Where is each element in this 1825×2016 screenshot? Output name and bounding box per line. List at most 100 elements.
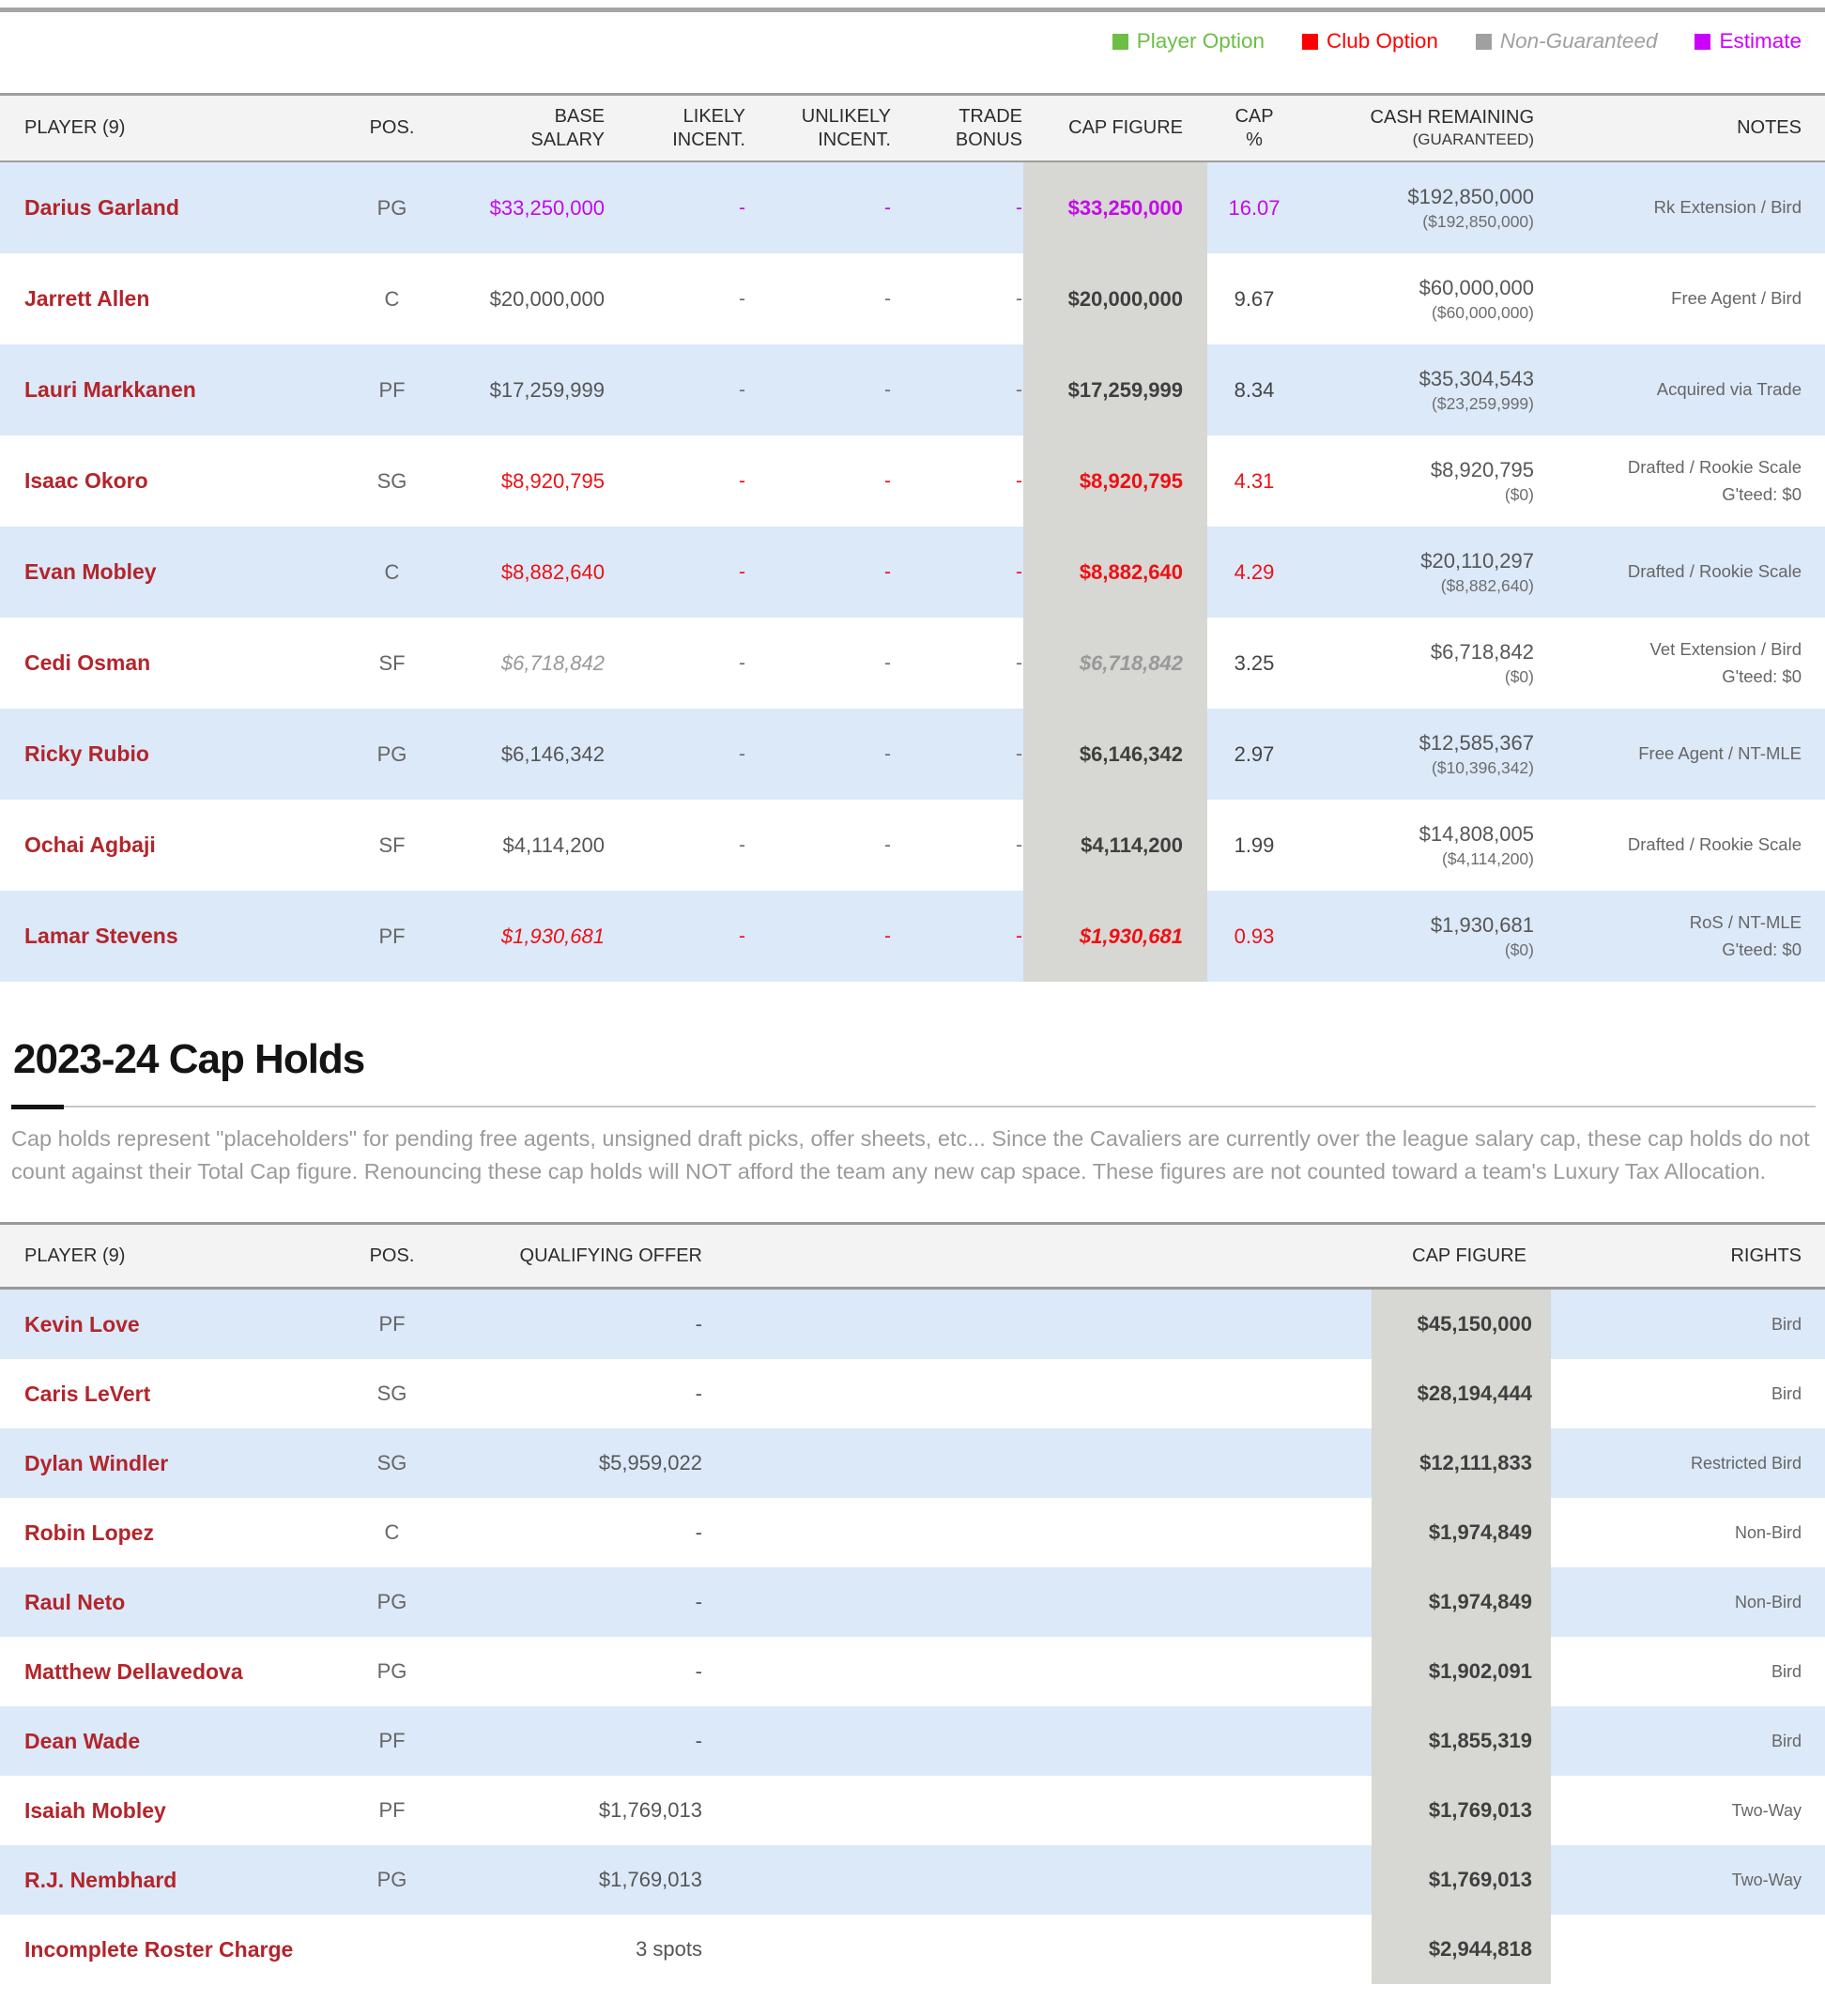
player-name-link[interactable]: Caris LeVert	[24, 1381, 151, 1406]
cap-holds-row: Raul Neto PG - $1,974,849 Non-Bird	[0, 1567, 1825, 1637]
rights-value: Restricted Bird	[1551, 1428, 1825, 1498]
cap-holds-section-header: 2023-24 Cap Holds	[11, 1036, 1816, 1109]
header-trade-bonus: TRADE BONUS	[892, 94, 1023, 161]
player-name-link[interactable]: Ochai Agbaji	[24, 832, 156, 857]
base-salary-value: $6,718,842	[500, 650, 605, 675]
header-position: POS.	[338, 1223, 446, 1289]
trade-bonus-value: -	[892, 344, 1023, 435]
legend-item-club-option: Club Option	[1302, 29, 1438, 53]
legend-label: Non-Guaranteed	[1499, 29, 1658, 53]
notes-value: Vet Extension / Bird G'teed: $0	[1649, 638, 1802, 686]
player-name-link[interactable]: Jarrett Allen	[24, 286, 150, 311]
header-spacer	[713, 1223, 1372, 1289]
player-name-link[interactable]: Kevin Love	[0, 1288, 338, 1359]
rights-value: Non-Bird	[1551, 1567, 1825, 1637]
rights-value: Non-Bird	[1734, 1522, 1802, 1542]
cap-figure-value: $1,902,091	[1372, 1637, 1551, 1706]
trade-bonus-value: -	[1016, 833, 1022, 856]
unlikely-incentives-value: -	[884, 651, 891, 674]
player-position: C	[384, 286, 400, 311]
cap-holds-row: Matthew Dellavedova PG - $1,902,091 Bird	[0, 1637, 1825, 1706]
player-name-link[interactable]: Dylan Windler	[0, 1428, 338, 1498]
cap-figure-value: $1,930,681	[1023, 891, 1207, 982]
player-name-link[interactable]: Lauri Markkanen	[0, 344, 338, 435]
cap-holds-row: Dylan Windler SG $5,959,022 $12,111,833 …	[0, 1428, 1825, 1498]
estimate-swatch-icon	[1695, 33, 1711, 50]
cap-figure-value: $17,259,999	[1023, 344, 1207, 435]
qualifying-offer-value: 3 spots	[636, 1937, 702, 1961]
rights-value: Two-Way	[1551, 1845, 1825, 1915]
notes-value: Rk Extension / Bird	[1558, 161, 1825, 253]
cap-holds-title: 2023-24 Cap Holds	[13, 1036, 365, 1082]
non-guaranteed-swatch-icon	[1475, 33, 1492, 50]
player-name-link[interactable]: Ricky Rubio	[0, 709, 338, 800]
cash-remaining-value: $12,585,367 ($10,396,342)	[1301, 709, 1558, 800]
player-name-link[interactable]: Raul Neto	[0, 1567, 338, 1637]
player-name-link[interactable]: Darius Garland	[0, 161, 338, 253]
cap-figure-value: $45,150,000	[1372, 1288, 1551, 1359]
player-name-link[interactable]: Isaiah Mobley	[24, 1797, 166, 1823]
rights-value	[1551, 1915, 1825, 1984]
player-name-link[interactable]: Robin Lopez	[24, 1520, 154, 1545]
salary-table-row: Lamar Stevens PF $1,930,681 - - - $1,930…	[0, 891, 1825, 982]
header-qualifying-offer: QUALIFYING OFFER	[446, 1223, 713, 1289]
likely-incentives-value: -	[739, 469, 745, 492]
cap-percent-value: 4.29	[1207, 527, 1301, 618]
cap-figure-value: $28,194,444	[1372, 1359, 1551, 1428]
player-position: C	[338, 527, 446, 618]
row-spacer	[713, 1706, 1372, 1776]
cap-figure-value: $1,974,849	[1372, 1567, 1551, 1637]
player-name-link[interactable]: R.J. Nembhard	[0, 1845, 338, 1915]
row-spacer	[713, 1915, 1372, 1984]
cap-figure-value: $33,250,000	[1023, 161, 1207, 253]
cap-figure-value: $6,146,342	[1023, 709, 1207, 800]
unlikely-incentives-value: -	[884, 287, 891, 310]
player-position: SG	[376, 1382, 407, 1405]
cash-remaining-value: $60,000,000 ($60,000,000)	[1419, 276, 1534, 322]
cap-percent-value: 8.34	[1207, 344, 1301, 435]
cap-figure-value: $8,920,795	[1023, 435, 1207, 527]
row-spacer	[713, 1637, 1372, 1706]
header-player: PLAYER (9)	[0, 94, 338, 161]
header-unlikely-incentives: UNLIKELY INCENT.	[746, 94, 892, 161]
trade-bonus-value: -	[1016, 651, 1022, 674]
cap-percent-value: 4.31	[1234, 468, 1275, 493]
player-position: SG	[376, 468, 407, 493]
row-spacer	[713, 1359, 1372, 1428]
cap-figure-value: $4,114,200	[1023, 800, 1207, 891]
cap-percent-value: 2.97	[1207, 709, 1301, 800]
player-position: SF	[378, 832, 406, 857]
unlikely-incentives-value: -	[884, 833, 891, 856]
likely-incentives-value: -	[739, 833, 745, 856]
cash-remaining-value: $6,718,842 ($0)	[1430, 640, 1534, 686]
salary-table-header-row: PLAYER (9) POS. BASE SALARY LIKELY INCEN…	[0, 94, 1825, 161]
cap-holds-row: Kevin Love PF - $45,150,000 Bird	[0, 1288, 1825, 1359]
cap-percent-value: 9.67	[1234, 286, 1275, 311]
cap-figure-value: $2,944,818	[1372, 1915, 1551, 1984]
player-name-link[interactable]: Matthew Dellavedova	[24, 1658, 243, 1684]
player-position: PF	[338, 344, 446, 435]
header-cash-remaining: CASH REMAINING (GUARANTEED)	[1301, 94, 1558, 161]
trade-bonus-value: -	[1016, 469, 1022, 492]
base-salary-value: $1,930,681	[446, 891, 606, 982]
player-position: SG	[338, 1428, 446, 1498]
unlikely-incentives-value: -	[746, 891, 892, 982]
header-position: POS.	[338, 94, 446, 161]
player-name-link[interactable]: Dean Wade	[0, 1706, 338, 1776]
player-name-link[interactable]: Isaac Okoro	[24, 468, 148, 493]
player-name-link[interactable]: Cedi Osman	[24, 650, 151, 675]
cap-percent-value: 0.93	[1207, 891, 1301, 982]
qualifying-offer-value: $1,769,013	[446, 1845, 713, 1915]
cap-holds-row: Dean Wade PF - $1,855,319 Bird	[0, 1706, 1825, 1776]
player-name-link[interactable]: Evan Mobley	[0, 527, 338, 618]
cap-figure-value: $6,718,842	[1023, 618, 1207, 709]
player-name-link[interactable]: Lamar Stevens	[0, 891, 338, 982]
qualifying-offer-value: -	[695, 1520, 702, 1544]
cap-holds-row: R.J. Nembhard PG $1,769,013 $1,769,013 T…	[0, 1845, 1825, 1915]
cap-holds-row: Robin Lopez C - $1,974,849 Non-Bird	[0, 1498, 1825, 1567]
base-salary-value: $8,920,795	[500, 468, 605, 493]
player-name-link[interactable]: Incomplete Roster Charge	[24, 1936, 294, 1962]
header-cap-figure: CAP FIGURE	[1023, 94, 1207, 161]
player-position: PG	[338, 1567, 446, 1637]
unlikely-incentives-value: -	[746, 161, 892, 253]
